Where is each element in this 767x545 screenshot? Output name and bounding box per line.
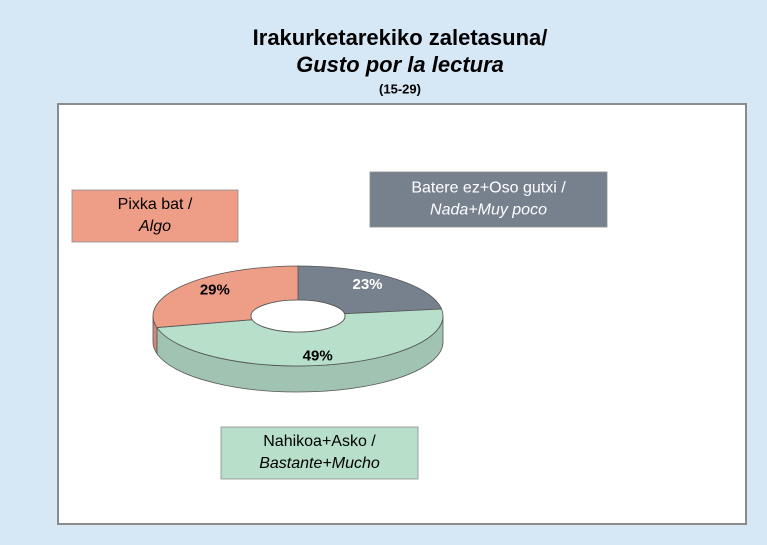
donut-hole <box>250 299 346 333</box>
category-label: Batere ez+Oso gutxi / <box>411 180 566 197</box>
category-label-es: Bastante+Mucho <box>259 455 380 472</box>
category-label: Pixka bat / <box>118 196 193 213</box>
annotation: (15-29) <box>379 81 421 96</box>
category-label-es: Algo <box>138 218 171 235</box>
category-label: Nahikoa+Asko / <box>263 433 376 450</box>
category-box <box>220 426 419 480</box>
chart-title: Irakurketarekiko zaletasuna/ <box>253 25 548 50</box>
value-label: 49% <box>303 347 333 364</box>
chart-subtitle: Gusto por la lectura <box>296 52 504 77</box>
value-label: 23% <box>353 276 383 293</box>
value-label: 29% <box>200 282 230 299</box>
category-label-es: Nada+Muy poco <box>430 202 547 219</box>
category-box <box>71 189 239 243</box>
category-box <box>369 171 608 228</box>
